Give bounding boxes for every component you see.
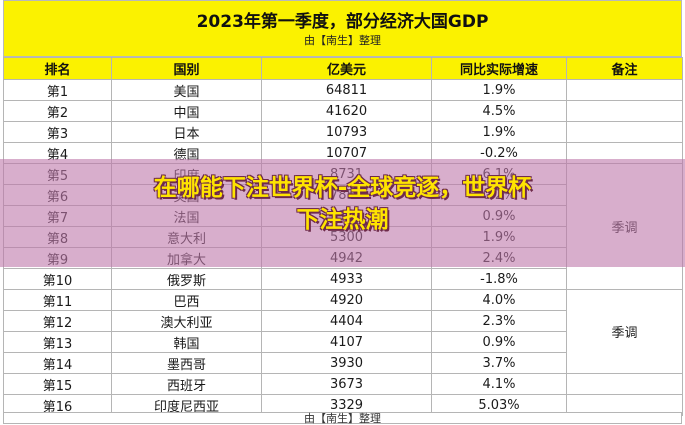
growth-cell: -0.2% xyxy=(431,142,567,164)
overlay-line-2: 下注热潮 xyxy=(296,207,389,233)
table-row: 第12 澳大利亚 4404 2.3% xyxy=(3,310,683,332)
note-cell: 季调 xyxy=(566,289,683,374)
country-cell: 韩国 xyxy=(111,331,262,353)
gdp-cell: 64811 xyxy=(261,79,432,101)
gdp-cell: 10793 xyxy=(261,121,432,143)
page-title: 2023年第一季度，部分经济大国GDP xyxy=(196,12,489,32)
rank-cell: 第11 xyxy=(3,289,112,311)
note-cell xyxy=(566,79,683,101)
gdp-cell: 4107 xyxy=(261,331,432,353)
header-row: 排名 国别 亿美元 同比实际增速 备注 xyxy=(3,57,683,80)
rank-cell: 第3 xyxy=(3,121,112,143)
title-band: 2023年第一季度，部分经济大国GDP 由【南生】整理 xyxy=(3,0,682,57)
rank-cell: 第14 xyxy=(3,352,112,374)
gdp-cell: 4920 xyxy=(261,289,432,311)
country-cell: 澳大利亚 xyxy=(111,310,262,332)
note-cell xyxy=(566,100,683,122)
rank-cell: 第1 xyxy=(3,79,112,101)
gdp-cell: 41620 xyxy=(261,100,432,122)
column-header-country: 国别 xyxy=(111,57,262,80)
table-row: 第11 巴西 4920 4.0% 季调 xyxy=(3,289,683,374)
country-cell: 美国 xyxy=(111,79,262,101)
table-row: 第16 印度尼西亚 3329 5.03% xyxy=(3,394,683,416)
table-footer: 由【南生】整理 xyxy=(3,412,682,425)
growth-cell: 4.5% xyxy=(431,100,567,122)
country-cell: 日本 xyxy=(111,121,262,143)
overlay-line-1: 在哪能下注世界杯-全球竞逐，世界杯 xyxy=(153,175,532,201)
country-cell: 俄罗斯 xyxy=(111,268,262,290)
column-header-rank: 排名 xyxy=(3,57,112,80)
rank-cell: 第10 xyxy=(3,268,112,290)
growth-cell: 2.3% xyxy=(431,310,567,332)
rank-cell: 第13 xyxy=(3,331,112,353)
promo-overlay xyxy=(0,159,685,267)
gdp-cell: 4404 xyxy=(261,310,432,332)
table-row: 第2 中国 41620 4.5% xyxy=(3,100,683,122)
country-cell: 中国 xyxy=(111,100,262,122)
table-row: 第15 西班牙 3673 4.1% xyxy=(3,373,683,395)
country-cell: 墨西哥 xyxy=(111,352,262,374)
table-row: 第4 德国 10707 -0.2% xyxy=(3,142,683,164)
growth-cell: 4.0% xyxy=(431,289,567,311)
growth-cell: 1.9% xyxy=(431,121,567,143)
gdp-cell: 3673 xyxy=(261,373,432,395)
column-header-gdp: 亿美元 xyxy=(261,57,432,80)
overlay-headline: 在哪能下注世界杯-全球竞逐，世界杯 下注热潮 xyxy=(0,172,685,236)
column-header-growth: 同比实际增速 xyxy=(431,57,567,80)
rank-cell: 第15 xyxy=(3,373,112,395)
note-cell xyxy=(566,373,683,395)
table-row: 第3 日本 10793 1.9% xyxy=(3,121,683,143)
gdp-cell: 3930 xyxy=(261,352,432,374)
growth-cell: 4.1% xyxy=(431,373,567,395)
growth-cell: 0.9% xyxy=(431,331,567,353)
column-header-note: 备注 xyxy=(566,57,683,80)
rank-cell: 第2 xyxy=(3,100,112,122)
country-cell: 西班牙 xyxy=(111,373,262,395)
country-cell: 巴西 xyxy=(111,289,262,311)
note-cell xyxy=(566,121,683,143)
growth-cell: 3.7% xyxy=(431,352,567,374)
gdp-cell: 4933 xyxy=(261,268,432,290)
rank-cell: 第12 xyxy=(3,310,112,332)
growth-cell: 1.9% xyxy=(431,79,567,101)
table-row: 第1 美国 64811 1.9% xyxy=(3,79,683,101)
page-subtitle: 由【南生】整理 xyxy=(304,34,381,47)
growth-cell: -1.8% xyxy=(431,268,567,290)
